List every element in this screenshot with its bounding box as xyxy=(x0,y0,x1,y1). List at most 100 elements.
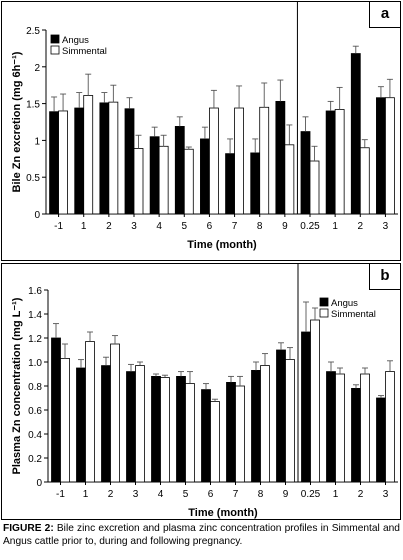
bar-simmental xyxy=(83,95,94,215)
bar-simmental xyxy=(85,341,95,483)
x-tick-label: 3 xyxy=(131,221,137,232)
bar-angus xyxy=(101,365,111,483)
x-tick-label: 9 xyxy=(283,489,289,500)
y-tick-label: 1.2 xyxy=(28,334,42,345)
y-axis-label: Plasma Zn concentration (mg L⁻¹) xyxy=(11,297,23,474)
x-tick-label: 2 xyxy=(358,221,364,232)
bar-simmental xyxy=(58,110,68,215)
bar-simmental xyxy=(385,97,395,215)
bar-simmental xyxy=(234,107,244,215)
bar-simmental xyxy=(108,101,119,215)
bar-angus xyxy=(351,388,361,483)
bar-simmental xyxy=(360,373,370,483)
x-tick-label: 4 xyxy=(156,221,162,232)
x-axis-label: Time (month) xyxy=(187,239,257,251)
y-tick-label: 1.5 xyxy=(26,100,40,111)
y-tick-label: 1.0 xyxy=(28,358,42,369)
chart-panel-plasma: 0 0.2 0.4 0.6 0.8 1.0 1.2 1.4 1.6 -1 1 2 3 4 5 6 7 8 9 0.25… xyxy=(1,263,401,520)
x-tick-label: 2 xyxy=(358,489,364,500)
legend-swatch-simmental xyxy=(50,45,60,55)
bar-simmental xyxy=(285,359,295,483)
bar-simmental xyxy=(260,365,270,483)
bar-simmental xyxy=(133,148,144,215)
bar-angus xyxy=(200,138,210,215)
legend-swatch-angus xyxy=(319,297,329,307)
bar-angus xyxy=(376,97,386,215)
bar-angus xyxy=(251,370,261,483)
bar-angus xyxy=(126,371,136,483)
caption-text: Bile zinc excretion and plasma zinc conc… xyxy=(3,523,400,547)
bar-angus xyxy=(301,331,311,483)
chart-panel-bile: 0 0.5 1 1.5 2 2.5 -1 1 2 3 4 5 6 7 8 9 0.25 1 2 3 Time (mont… xyxy=(1,1,401,261)
y-tick-label: 0.2 xyxy=(28,454,42,465)
bar-simmental xyxy=(60,358,70,483)
x-tick-label: 3 xyxy=(133,489,139,500)
bar-angus xyxy=(250,152,261,215)
bar-angus xyxy=(49,111,59,215)
bar-simmental xyxy=(359,147,370,215)
bar-simmental xyxy=(183,148,194,215)
x-tick-label: 7 xyxy=(232,221,238,232)
x-tick-label: 1 xyxy=(81,221,87,232)
x-tick-label: 2 xyxy=(106,221,112,232)
bar-simmental xyxy=(259,106,270,215)
x-tick-label: 1 xyxy=(332,221,338,232)
x-tick-label: 4 xyxy=(158,489,164,500)
bar-simmental xyxy=(185,383,195,483)
y-tick-label: 1.6 xyxy=(28,286,42,297)
x-tick-label: -1 xyxy=(54,221,63,232)
x-tick-label: -1 xyxy=(56,489,65,500)
bar-angus xyxy=(276,349,286,483)
bar-angus xyxy=(76,367,86,483)
y-tick-label: 0.8 xyxy=(28,382,42,393)
x-tick-label: 5 xyxy=(182,221,188,232)
x-axis-label: Time (month) xyxy=(188,507,258,519)
bar-angus xyxy=(275,100,286,215)
bar-simmental xyxy=(235,385,245,483)
bar-angus xyxy=(74,107,85,215)
y-axis-label: Bile Zn excretion (mg 6h⁻¹) xyxy=(11,51,23,192)
y-tick-label: 1.4 xyxy=(28,310,42,321)
x-tick-label: 1 xyxy=(333,489,339,500)
bar-simmental xyxy=(158,145,169,215)
bar-angus xyxy=(99,102,110,215)
legend-swatch-angus xyxy=(50,34,60,44)
bar-angus xyxy=(226,382,236,483)
x-tick-label: 6 xyxy=(208,489,214,500)
legend-swatch-simmental xyxy=(319,308,329,318)
bar-simmental xyxy=(284,144,295,215)
legend-label-angus: Angus xyxy=(331,298,358,309)
x-tick-label: 0.25 xyxy=(301,489,321,500)
x-tick-label: 6 xyxy=(207,221,213,232)
bile-zn-chart: 0 0.5 1 1.5 2 2.5 -1 1 2 3 4 5 6 7 8 9 0.25 1 2 3 Time (mont… xyxy=(11,2,398,251)
bar-angus xyxy=(325,110,336,215)
legend-label-simmental: Simmental xyxy=(331,309,376,320)
y-tick-label: 1 xyxy=(34,136,40,147)
bar-simmental xyxy=(385,371,395,483)
bar-simmental xyxy=(335,373,345,483)
x-tick-label: 2 xyxy=(108,489,114,500)
bar-angus xyxy=(201,389,211,483)
bar-simmental xyxy=(209,107,219,215)
bar-simmental xyxy=(309,160,320,215)
bar-angus xyxy=(124,108,135,215)
y-tick-label: 0.4 xyxy=(28,430,42,441)
bar-angus xyxy=(300,131,311,215)
x-tick-label: 7 xyxy=(233,489,239,500)
bar-angus xyxy=(51,337,61,483)
x-tick-label: 8 xyxy=(258,489,264,500)
bar-angus xyxy=(326,371,336,483)
y-tick-label: 2.5 xyxy=(26,26,40,37)
bar-simmental xyxy=(135,365,145,483)
x-tick-label: 3 xyxy=(383,489,389,500)
bar-simmental xyxy=(334,109,345,215)
x-tick-label: 3 xyxy=(383,221,389,232)
y-tick-label: 0.6 xyxy=(28,406,42,417)
y-tick-label: 0 xyxy=(34,210,40,221)
bar-simmental xyxy=(310,319,320,483)
bar-simmental xyxy=(110,343,120,483)
bar-angus xyxy=(176,376,186,483)
bar-simmental xyxy=(160,377,170,483)
y-tick-label: 0.5 xyxy=(26,173,40,184)
figure-caption: FIGURE 2: Bile zinc excretion and plasma… xyxy=(3,523,400,548)
